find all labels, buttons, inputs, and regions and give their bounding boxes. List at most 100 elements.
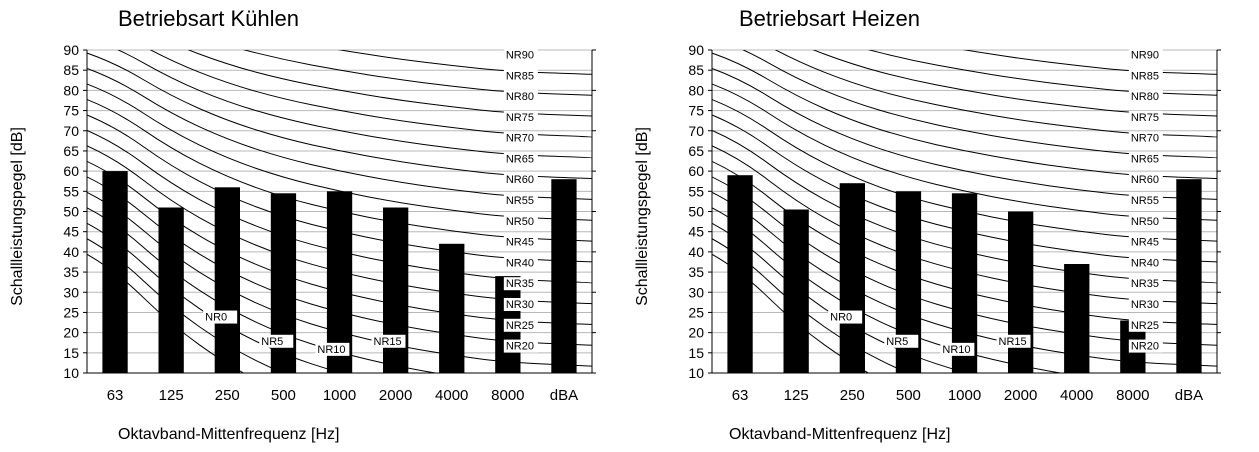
y-tick-label: 15: [688, 345, 704, 361]
nr-label-bg: [503, 48, 538, 62]
nr-curve: [742, 50, 1217, 159]
x-tick-label: dBA: [550, 387, 578, 404]
y-tick-label: 50: [63, 204, 79, 220]
nr-curve: [712, 129, 1217, 284]
nr-label: NR45: [1131, 237, 1159, 249]
x-tick-label: 8000: [491, 387, 524, 404]
y-tick-label: 25: [688, 304, 704, 320]
nr-label-bg: [1128, 277, 1163, 291]
bars: [102, 171, 577, 373]
nr-label-bg: [503, 256, 538, 270]
nr-label: NR65: [506, 153, 534, 165]
y-tick-label: 30: [63, 284, 79, 300]
x-tick-label: 250: [840, 387, 865, 404]
y-tick-label: 60: [63, 163, 79, 179]
nr-curve: [774, 50, 1217, 138]
x-axis-title: Oktavband-Mittenfrequenz [Hz]: [118, 426, 340, 443]
y-tick-label: 20: [688, 325, 704, 341]
nr-label-bg: [1128, 256, 1163, 270]
nr-labels: NR0 NR5 NR10 NR15 NR20 NR25 NR30 NR35 NR40 NR45 NR…: [828, 48, 1163, 356]
y-tick-label: 20: [63, 325, 79, 341]
y-tick-label: 70: [688, 123, 704, 139]
nr-label-bg: [996, 334, 1031, 348]
nr-label-bg: [503, 214, 538, 228]
y-tick-label: 50: [688, 204, 704, 220]
nr-label-bg: [503, 235, 538, 249]
y-tick-label: 70: [63, 123, 79, 139]
nr-curve: [712, 83, 1217, 221]
nr-label-bg: [503, 339, 538, 353]
x-tick-label: 250: [215, 387, 240, 404]
y-tick-label: 25: [63, 304, 79, 320]
nr-label: NR70: [1131, 133, 1159, 145]
nr-label-bg: [1128, 318, 1163, 332]
nr-label-bg: [828, 310, 863, 324]
axes: 1015202530354045505560657075808590102030…: [9, 42, 596, 404]
y-tick-label: 90: [63, 42, 79, 58]
nr-label: NR80: [506, 91, 534, 103]
nr-curve: [712, 52, 1217, 180]
nr-label-bg: [503, 297, 538, 311]
nr-label: NR90: [1131, 49, 1159, 61]
nr-label-bg: [371, 334, 406, 348]
nr-label-bg: [503, 173, 538, 187]
nr-label: NR35: [1131, 278, 1159, 290]
bar: [326, 191, 353, 373]
nr-label: NR35: [506, 278, 534, 290]
nr-curve: [712, 67, 1217, 200]
nr-label: NR50: [506, 216, 534, 228]
nr-curve: [867, 50, 1217, 96]
chart-panel-heating: Betriebsart Heizen NR0 NR5 NR10 NR15 NR20 NR2…: [625, 0, 1245, 452]
nr-label: NR50: [1131, 216, 1159, 228]
x-tick-label: 500: [271, 387, 296, 404]
y-axis-title: Schallleistungspegel [dB]: [634, 127, 651, 306]
nr-label: NR30: [1131, 299, 1159, 311]
nr-curve: [87, 52, 592, 180]
nr-label-bg: [1128, 69, 1163, 83]
bar: [102, 171, 128, 373]
nr-curve: [242, 50, 592, 96]
nr-label-bg: [884, 334, 919, 348]
y-tick-label: 30: [688, 284, 704, 300]
nr-curve: [87, 83, 592, 221]
nr-curve: [712, 176, 1217, 346]
chart-panel-cooling: Betriebsart Kühlen NR0 NR5 NR10 NR15 NR20 NR2…: [0, 0, 620, 452]
y-axis-title: Schallleistungspegel [dB]: [9, 127, 26, 306]
y-tick-label: 75: [63, 103, 79, 119]
nr-label: NR85: [506, 70, 534, 82]
nr-label: NR40: [506, 257, 534, 269]
x-tick-label: 125: [784, 387, 809, 404]
y-tick-label: 45: [63, 224, 79, 240]
nr-curve: [812, 50, 1217, 117]
bar: [383, 207, 409, 373]
nr-label: NR5: [886, 336, 908, 348]
chart-title: Betriebsart Heizen: [739, 6, 920, 31]
y-tick-label: 40: [63, 244, 79, 260]
nr-label: NR15: [374, 336, 402, 348]
y-tick-label: 65: [688, 143, 704, 159]
nr-label: NR25: [1131, 320, 1159, 332]
nr-label: NR60: [506, 174, 534, 186]
y-tick-label: 15: [63, 345, 79, 361]
bar: [1064, 264, 1090, 373]
x-tick-label: 2000: [379, 387, 412, 404]
x-tick-label: 63: [732, 387, 749, 404]
bar: [551, 179, 577, 373]
nr-label: NR40: [1131, 257, 1159, 269]
nr-label: NR70: [506, 133, 534, 145]
nr-label-bg: [1128, 90, 1163, 104]
nr-label-bg: [1128, 110, 1163, 124]
nr-label: NR90: [506, 49, 534, 61]
nr-curve: [87, 67, 592, 200]
x-tick-label: 4000: [1060, 387, 1093, 404]
nr-labels: NR0 NR5 NR10 NR15 NR20 NR25 NR30 NR35 NR40 NR45 NR…: [203, 48, 538, 356]
y-tick-label: 80: [63, 82, 79, 98]
nr-label-bg: [1128, 339, 1163, 353]
nr-label-bg: [1128, 131, 1163, 145]
nr-curve: [187, 50, 592, 117]
y-tick-label: 85: [63, 62, 79, 78]
bar: [1176, 179, 1202, 373]
nr-label-bg: [203, 310, 238, 324]
nr-label-bg: [1128, 214, 1163, 228]
nr-label: NR15: [999, 336, 1027, 348]
